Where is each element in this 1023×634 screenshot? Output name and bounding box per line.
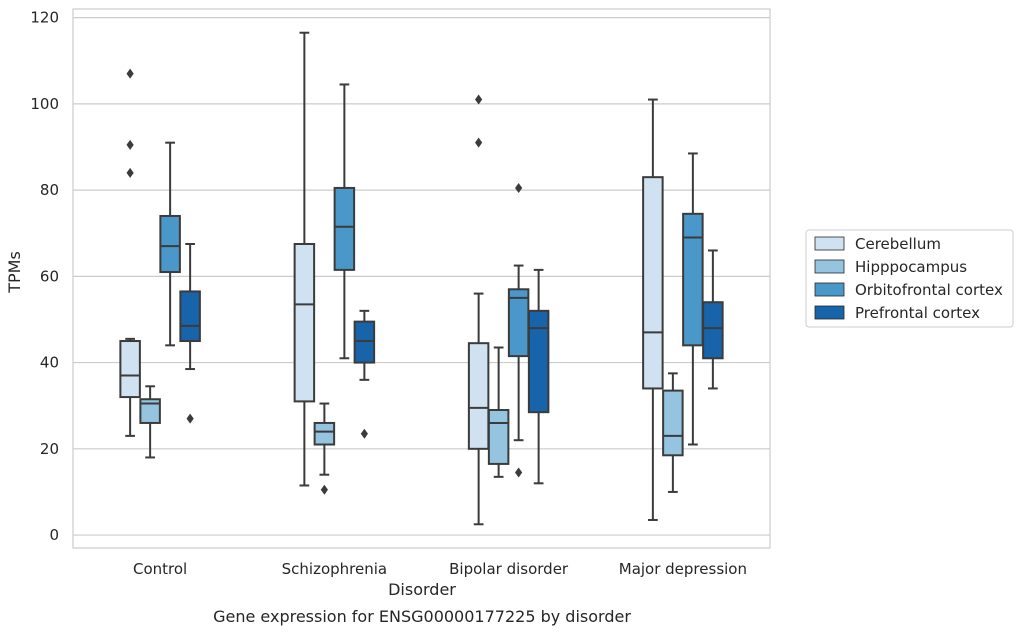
outlier-point	[126, 139, 134, 150]
legend-label: Cerebellum	[855, 235, 941, 253]
x-axis-label: Disorder	[388, 580, 456, 599]
outlier-point	[515, 182, 523, 193]
plot-area-frame	[72, 8, 771, 549]
outlier-point	[186, 413, 194, 424]
box-iqr	[333, 186, 356, 271]
box-hipppocampus	[313, 402, 336, 495]
box-iqr	[119, 340, 141, 399]
box-iqr	[642, 176, 664, 390]
outlier-point	[515, 467, 523, 478]
legend-label: Hipppocampus	[855, 258, 967, 276]
legend-label: Prefrontal cortex	[855, 304, 980, 322]
legend-swatch	[814, 282, 845, 297]
outlier-point	[320, 484, 328, 495]
x-tick-label: Schizophrenia	[282, 560, 387, 578]
outlier-point	[126, 68, 134, 79]
figure-caption: Gene expression for ENSG00000177225 by d…	[213, 607, 631, 626]
y-tick-label: 20	[40, 440, 59, 458]
x-axis-ticks: Control Schizophrenia Bipolar disorder Majo…	[133, 560, 747, 578]
box-hipppocampus	[139, 385, 161, 459]
outlier-point	[360, 428, 368, 439]
box-prefrontal-cortex	[353, 309, 376, 439]
outlier-point	[475, 137, 483, 148]
y-tick-label: 60	[40, 267, 59, 285]
box-iqr	[313, 421, 336, 446]
box-iqr	[702, 301, 724, 360]
y-tick-label: 0	[49, 526, 59, 544]
box-iqr	[487, 409, 510, 465]
legend-label: Orbitofrontal cortex	[855, 281, 1003, 299]
y-tick-label: 40	[40, 354, 59, 372]
box-prefrontal-cortex	[702, 249, 724, 390]
legend-swatch	[814, 259, 845, 274]
box-cerebellum	[467, 94, 490, 526]
x-tick-label: Bipolar disorder	[449, 560, 569, 578]
y-axis-label: TPMs	[5, 251, 24, 294]
legend: Cerebellum Hipppocampus Orbitofrontal cort…	[805, 229, 1014, 328]
box-iqr	[507, 288, 530, 358]
box-iqr	[662, 389, 684, 457]
y-axis-ticks: 0 20 40 60 80 100 120	[30, 9, 59, 544]
x-tick-label: Control	[133, 560, 187, 578]
box-hipppocampus	[662, 372, 684, 493]
box-iqr	[682, 212, 704, 347]
box-orbitofrontal-cortex	[682, 152, 704, 446]
outlier-point	[126, 167, 134, 178]
box-cerebellum	[293, 31, 316, 487]
box-iqr	[353, 320, 376, 364]
legend-swatch	[814, 236, 845, 251]
outlier-point	[475, 94, 483, 105]
y-tick-label: 120	[30, 9, 59, 27]
boxplots	[119, 31, 724, 526]
box-cerebellum	[119, 68, 141, 437]
x-tick-label: Major depression	[619, 560, 747, 578]
box-iqr	[293, 243, 316, 403]
box-prefrontal-cortex	[527, 268, 550, 485]
box-cerebellum	[642, 98, 664, 521]
box-prefrontal-cortex	[179, 243, 201, 424]
box-iqr	[467, 342, 490, 450]
box-iqr	[179, 290, 201, 343]
box-iqr	[527, 309, 550, 414]
box-iqr	[139, 398, 161, 424]
y-tick-label: 100	[30, 95, 59, 113]
legend-swatch	[814, 305, 845, 320]
box-hipppocampus	[487, 346, 510, 478]
box-iqr	[159, 214, 181, 274]
box-orbitofrontal-cortex	[159, 141, 181, 347]
legend-frame	[805, 229, 1014, 328]
y-tick-label: 80	[40, 181, 59, 199]
box-orbitofrontal-cortex	[333, 83, 356, 360]
